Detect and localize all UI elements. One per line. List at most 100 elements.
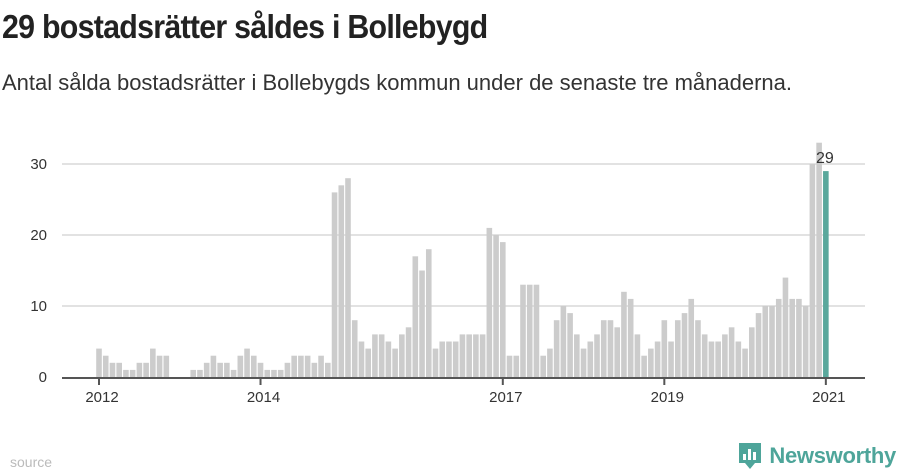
- bar: [735, 341, 742, 377]
- bar: [405, 327, 412, 377]
- bar: [580, 348, 587, 377]
- bar: [466, 334, 472, 377]
- chart-subtitle: Antal sålda bostadsrätter i Bollebygds k…: [2, 70, 793, 95]
- bar: [358, 341, 365, 377]
- bar: [298, 355, 304, 377]
- y-tick-label: 10: [30, 298, 47, 315]
- bar: [237, 355, 244, 377]
- bar: [641, 355, 647, 377]
- x-tick-label: 2014: [247, 389, 280, 406]
- bar: [553, 320, 560, 377]
- y-tick-label: 20: [30, 227, 47, 244]
- bar: [378, 334, 385, 377]
- bar: [311, 362, 318, 377]
- bar: [304, 355, 311, 377]
- bar: [163, 355, 170, 377]
- bar: [250, 355, 257, 377]
- bar: [479, 334, 486, 377]
- bar: [742, 348, 748, 377]
- bar: [762, 306, 769, 377]
- bar: [540, 355, 546, 377]
- bar: [203, 362, 210, 377]
- bar: [809, 164, 816, 377]
- bar: [567, 313, 573, 377]
- bar: [674, 320, 681, 377]
- chart-title: 29 bostadsrätter såldes i Bollebygd: [2, 8, 488, 45]
- bar: [755, 313, 762, 377]
- bar: [668, 341, 674, 377]
- bar: [224, 362, 230, 377]
- bar: [600, 320, 607, 377]
- bar: [695, 320, 701, 377]
- bar: [520, 284, 526, 377]
- bar: [708, 341, 715, 377]
- x-tick-label: 2021: [812, 389, 845, 406]
- bar: [661, 320, 668, 377]
- x-tick-label: 2012: [85, 389, 118, 406]
- bar: [452, 341, 459, 377]
- x-tick-label: 2019: [651, 389, 684, 406]
- bar: [345, 178, 351, 377]
- bar: [728, 327, 735, 377]
- bar: [648, 348, 654, 377]
- logo-text: Newsworthy: [769, 443, 896, 468]
- bar: [459, 334, 466, 377]
- bar: [365, 348, 371, 377]
- y-tick-label: 30: [30, 156, 47, 173]
- newsworthy-logo: Newsworthy: [737, 441, 896, 471]
- x-tick-label: 2017: [489, 389, 522, 406]
- bar: [749, 327, 755, 377]
- bar: [197, 369, 203, 377]
- bar: [392, 348, 398, 377]
- bar: [351, 320, 358, 377]
- bar: [264, 369, 271, 377]
- bar: [789, 298, 795, 377]
- bar: [136, 362, 143, 377]
- bar: [823, 171, 829, 377]
- bar: [500, 242, 506, 377]
- bar: [796, 298, 802, 377]
- newsworthy-logo-icon: [739, 443, 762, 469]
- bar: [513, 355, 520, 377]
- bar: [123, 369, 129, 377]
- bar: [217, 362, 223, 377]
- bar: [486, 227, 493, 377]
- bar: [782, 277, 789, 377]
- bar: [526, 284, 533, 377]
- bar: [425, 249, 432, 377]
- bar: [385, 341, 392, 377]
- bar: [419, 270, 425, 377]
- bar: [143, 362, 149, 377]
- bar: [244, 348, 250, 377]
- bar: [614, 327, 621, 377]
- bar: [291, 355, 297, 377]
- bar: [701, 334, 708, 377]
- bar: [96, 348, 102, 377]
- bar: [688, 298, 695, 377]
- bar: [493, 235, 499, 377]
- bar: [284, 362, 291, 377]
- bar: [574, 334, 580, 377]
- bar: [102, 355, 109, 377]
- bar: [412, 256, 419, 377]
- bar: [150, 348, 156, 377]
- bar: [769, 306, 775, 377]
- bar: [109, 362, 116, 377]
- source-link[interactable]: source: [10, 454, 53, 470]
- bar: [372, 334, 378, 377]
- bar: [802, 306, 809, 377]
- bar: [338, 185, 345, 377]
- bar: [715, 341, 721, 377]
- bar: [230, 369, 237, 377]
- bar: [446, 341, 452, 377]
- bar: [775, 298, 782, 377]
- bar: [277, 369, 284, 377]
- bar: [560, 306, 567, 377]
- bar: [634, 334, 641, 377]
- bar: [594, 334, 600, 377]
- bar: [627, 298, 634, 377]
- bar: [325, 362, 331, 377]
- bar: [439, 341, 446, 377]
- bar: [816, 142, 822, 377]
